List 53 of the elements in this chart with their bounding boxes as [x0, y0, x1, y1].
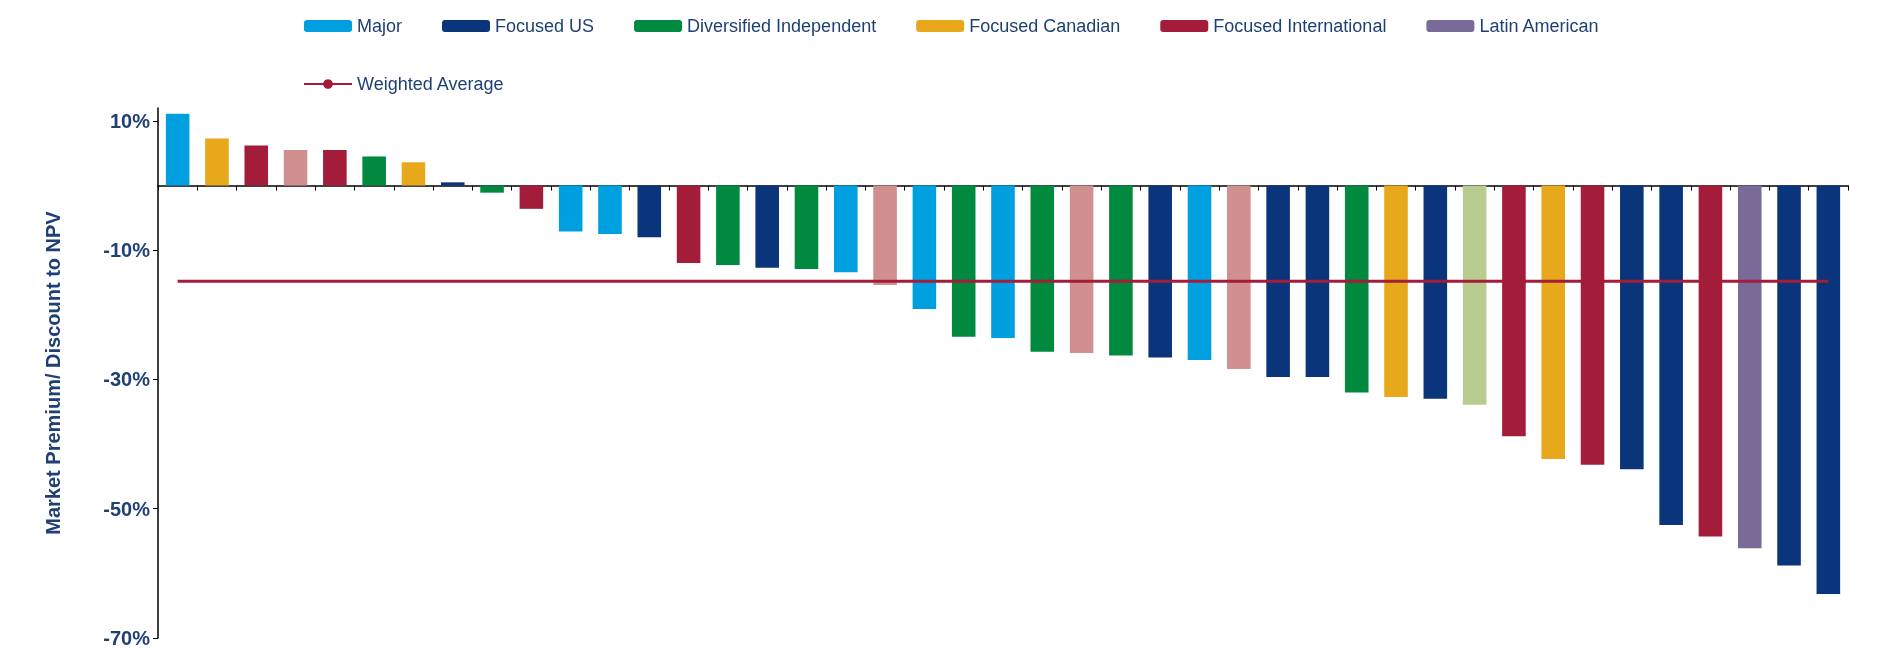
bar: [1227, 185, 1251, 370]
bar: [440, 182, 465, 186]
legend-label: Major: [357, 16, 403, 36]
bar: [558, 185, 583, 232]
legend-label: Latin American: [1479, 16, 1599, 36]
bar: [1816, 185, 1841, 595]
legend-label: Diversified Independent: [687, 16, 877, 36]
bar: [1620, 185, 1644, 470]
y-tick-label: -30%: [103, 368, 151, 391]
bar: [323, 150, 347, 186]
bar: [480, 185, 504, 193]
bar: [1187, 185, 1212, 361]
bar: [716, 185, 740, 266]
bar: [1266, 185, 1290, 377]
bar: [1069, 185, 1094, 353]
y-tick-label: -70%: [103, 627, 151, 649]
bar: [1109, 185, 1133, 356]
bar: [912, 185, 937, 310]
bar: [1030, 185, 1055, 352]
bar: [991, 185, 1015, 339]
bar: [1423, 185, 1448, 399]
bar: [1462, 185, 1487, 405]
legend-label: Focused Canadian: [969, 16, 1121, 36]
bar: [951, 185, 976, 337]
legend-label: Focused US: [495, 16, 595, 36]
bar: [1659, 185, 1683, 525]
bar: [362, 156, 386, 186]
legend-label: Focused International: [1213, 16, 1387, 36]
bar: [244, 145, 269, 186]
bar: [165, 113, 190, 186]
bar: [637, 185, 662, 238]
bar: [1777, 185, 1801, 566]
y-tick-label: -50%: [103, 497, 151, 520]
y-tick-label: -10%: [103, 239, 151, 262]
bar: [1148, 185, 1172, 358]
bar: [401, 162, 426, 186]
bar: [676, 185, 701, 264]
bar: [755, 185, 779, 268]
y-axis-title: Market Premium/ Discount to NPV: [42, 210, 64, 535]
bar: [873, 185, 897, 286]
bar: [1384, 185, 1408, 397]
bar: [834, 185, 858, 273]
bar: [1305, 185, 1330, 377]
bar: [205, 138, 229, 186]
bar: [1737, 185, 1762, 549]
bar: [1541, 185, 1566, 459]
bar: [519, 185, 544, 209]
bar: [598, 185, 622, 235]
bar: [283, 150, 308, 186]
bar: [1344, 185, 1369, 393]
legend-label: Weighted Average: [357, 74, 504, 94]
y-tick-label: 10%: [109, 109, 151, 132]
bar: [794, 185, 819, 269]
